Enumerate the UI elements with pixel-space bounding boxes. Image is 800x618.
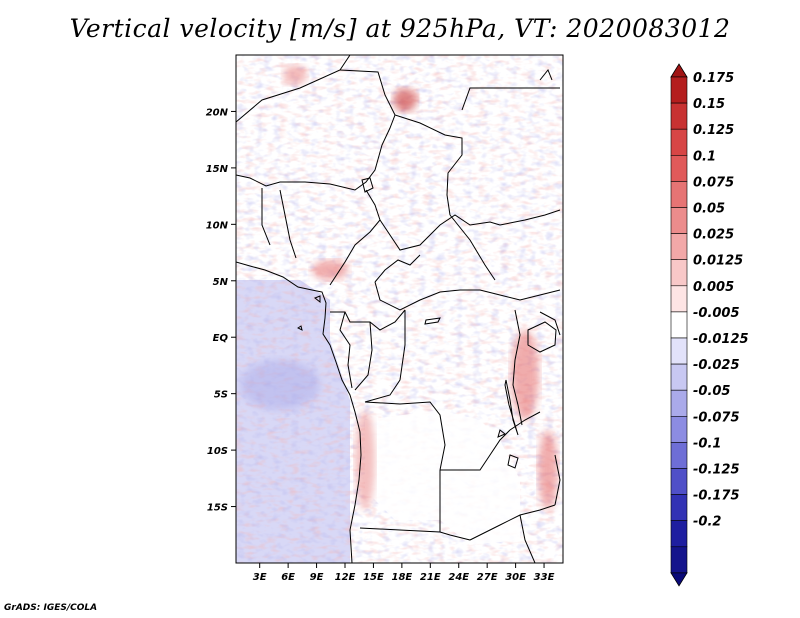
colorbar-label: 0.05: [693, 202, 725, 217]
lat-label: 5S: [214, 390, 228, 401]
colorbar-label: 0.075: [693, 175, 734, 190]
lon-label: 33E: [534, 572, 555, 583]
colorbar-segment: [670, 233, 688, 261]
colorbar: 0.175 0.15 0.125 0.1 0.075 0.05 0.025 0.0125 0.0…: [670, 63, 749, 587]
lat-label: 10S: [207, 446, 228, 457]
grads-credit: GrADS: IGES/COLA: [4, 603, 98, 613]
colorbar-segment: [670, 76, 688, 104]
colorbar-label: 0.0125: [693, 254, 743, 269]
colorbar-segment: [670, 415, 688, 443]
colorbar-segment: [670, 259, 688, 287]
colorbar-label: 0.15: [693, 97, 725, 112]
colorbar-label: -0.005: [693, 306, 740, 321]
colorbar-segment: [670, 546, 688, 574]
colorbar-top-arrow: [670, 63, 688, 78]
colorbar-segment: [670, 468, 688, 495]
colorbar-label: -0.0125: [693, 332, 749, 347]
colorbar-segment: [670, 337, 688, 365]
lat-label: 10N: [206, 220, 229, 231]
colorbar-label: 0.005: [693, 280, 734, 295]
lon-label: 30E: [505, 572, 526, 583]
colorbar-label: -0.05: [693, 384, 730, 399]
colorbar-segment: [670, 155, 688, 182]
lon-label: 15E: [363, 572, 384, 583]
colorbar-segment: [670, 442, 688, 469]
lat-label: 20N: [206, 107, 229, 118]
colorbar-bottom-arrow: [670, 572, 688, 587]
lat-label: 5N: [213, 277, 229, 288]
colorbar-label: 0.1: [693, 149, 716, 164]
lon-label: 3E: [253, 572, 267, 583]
vertical-velocity-field: [236, 55, 563, 563]
lon-label: 24E: [448, 572, 469, 583]
country-borders: [236, 55, 561, 563]
lon-label: 27E: [477, 572, 498, 583]
colorbar-segment: [670, 102, 688, 130]
colorbar-label: 0.175: [693, 71, 734, 86]
lat-label: EQ: [213, 333, 229, 344]
colorbar-segment: [670, 494, 688, 522]
colorbar-segment: [670, 181, 688, 208]
lat-label: 15N: [206, 164, 229, 175]
colorbar-label: -0.025: [693, 358, 740, 373]
colorbar-label: -0.2: [693, 515, 721, 530]
lon-label: 12E: [335, 572, 356, 583]
lon-label: 18E: [391, 572, 412, 583]
longitude-axis: 3E 6E 9E 12E 15E 18E 21E 24E 27E 30E 33E: [253, 563, 555, 583]
colorbar-segment: [670, 285, 688, 313]
colorbar-label: 0.125: [693, 123, 734, 138]
colorbar-segment: [670, 520, 688, 548]
colorbar-segment: [670, 311, 688, 339]
lat-label: 15S: [207, 503, 228, 514]
lon-label: 21E: [420, 572, 441, 583]
colorbar-segment: [670, 363, 688, 391]
colorbar-segment: [670, 207, 688, 234]
colorbar-label: 0.025: [693, 228, 734, 243]
map-frame: [235, 54, 564, 564]
map-title: Vertical velocity [m/s] at 925hPa, VT: 2…: [69, 14, 731, 43]
colorbar-label: -0.175: [693, 489, 740, 504]
colorbar-segment: [670, 128, 688, 156]
lon-label: 6E: [281, 572, 295, 583]
colorbar-segment: [670, 389, 688, 417]
lon-label: 9E: [310, 572, 324, 583]
latitude-axis: 20N 15N 10N 5N EQ 5S 10S 15S: [206, 107, 236, 514]
colorbar-label: -0.1: [693, 436, 721, 451]
colorbar-label: -0.075: [693, 410, 740, 425]
colorbar-label: -0.125: [693, 463, 740, 478]
